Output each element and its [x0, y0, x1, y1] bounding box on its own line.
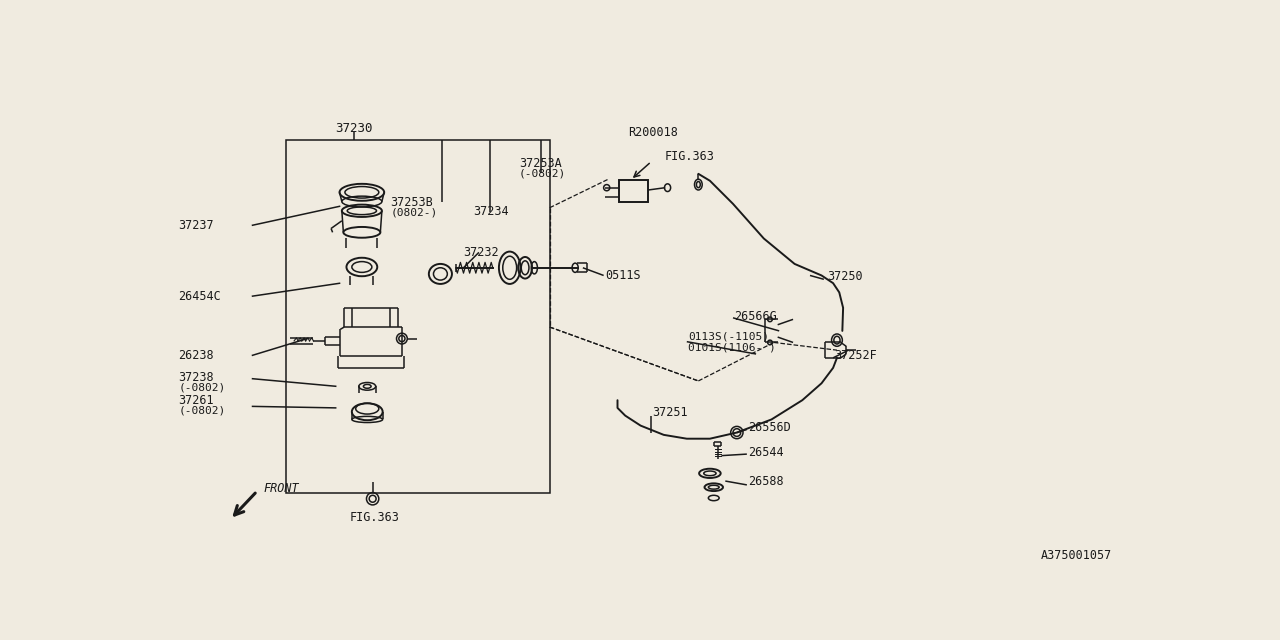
Text: FIG.363: FIG.363: [664, 150, 714, 163]
Text: (0802-): (0802-): [390, 207, 438, 218]
Text: 37238: 37238: [179, 371, 214, 383]
Text: 37232: 37232: [463, 246, 499, 259]
Text: 26566G: 26566G: [735, 310, 777, 323]
Text: 26454C: 26454C: [179, 290, 221, 303]
Text: 37251: 37251: [652, 406, 687, 419]
Bar: [620, 180, 648, 202]
Text: 0113S(-1105): 0113S(-1105): [689, 332, 769, 341]
Text: R200018: R200018: [628, 125, 678, 139]
Text: FRONT: FRONT: [264, 483, 300, 495]
Text: 26588: 26588: [749, 476, 785, 488]
Text: FIG.363: FIG.363: [349, 511, 399, 524]
Text: 37252F: 37252F: [835, 349, 877, 362]
Text: 37237: 37237: [179, 219, 214, 232]
Text: (-0802): (-0802): [179, 382, 225, 392]
Text: 37230: 37230: [335, 122, 372, 135]
Text: 37261: 37261: [179, 394, 214, 406]
Text: A375001057: A375001057: [1041, 549, 1112, 563]
Text: 37250: 37250: [827, 271, 863, 284]
Text: 0101S(1106- ): 0101S(1106- ): [689, 342, 776, 352]
Text: 37234: 37234: [472, 205, 508, 218]
Text: 26544: 26544: [749, 446, 785, 459]
Text: (-0802): (-0802): [179, 405, 225, 415]
Text: 37253B: 37253B: [390, 196, 433, 209]
Text: (-0802): (-0802): [518, 169, 566, 179]
Text: 26238: 26238: [179, 349, 214, 362]
Text: 37253A: 37253A: [518, 157, 562, 170]
Bar: [287, 140, 549, 493]
Text: 0511S: 0511S: [605, 269, 641, 282]
Text: 26556D: 26556D: [749, 420, 791, 434]
